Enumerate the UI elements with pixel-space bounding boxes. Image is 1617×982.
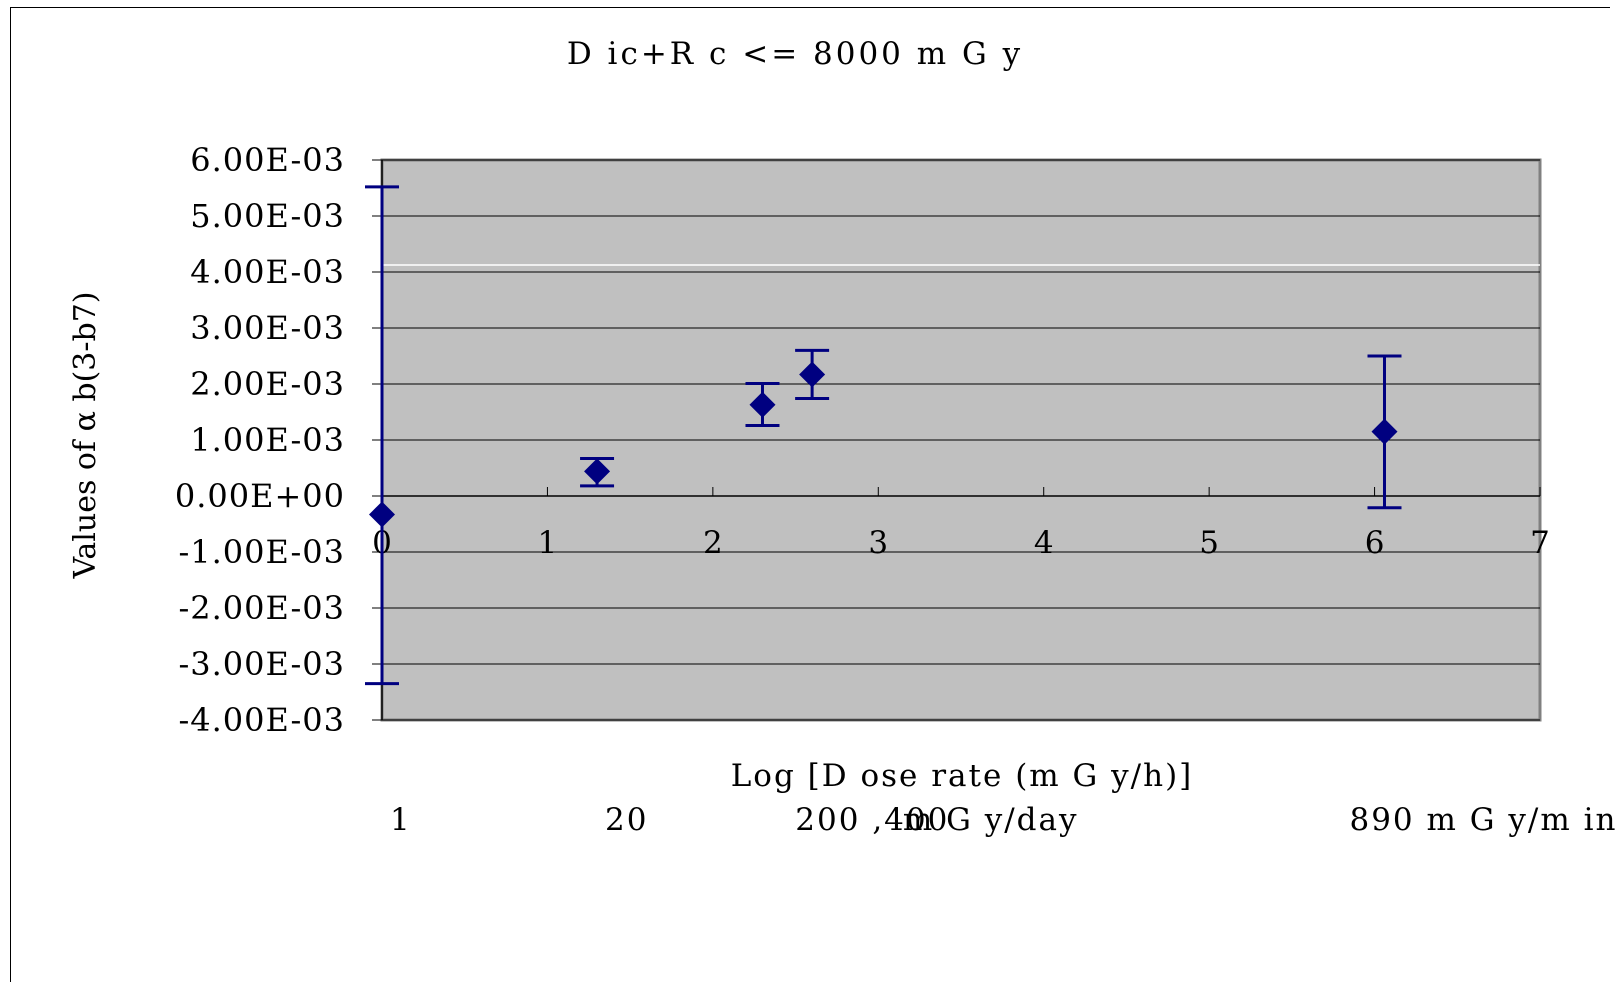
chart-title: D ic+R c <= 8000 m G y — [567, 36, 1023, 72]
x-tick-labels: 01234567 — [372, 525, 1550, 561]
dose-rate-annotation: m G y/day — [903, 802, 1079, 838]
y-tick-label: 1.00E-03 — [190, 421, 345, 459]
data-points — [369, 361, 1398, 528]
data-point — [799, 361, 826, 388]
y-tick-label: -3.00E-03 — [178, 645, 345, 683]
y-tick-label: -4.00E-03 — [178, 701, 345, 739]
y-tick-label: 4.00E-03 — [190, 253, 345, 291]
y-tick-label: 6.00E-03 — [190, 141, 345, 179]
dose-rate-annotation: 20 — [605, 802, 648, 838]
x-tick-label: 2 — [703, 525, 723, 561]
x-tick-label: 5 — [1199, 525, 1219, 561]
x-tick-label: 7 — [1530, 525, 1550, 561]
x-tick-label: 1 — [538, 525, 558, 561]
y-tick-label: 5.00E-03 — [190, 197, 345, 235]
y-tick-label: 3.00E-03 — [190, 309, 345, 347]
dose-rate-annotation: 890 m G y/m in — [1349, 802, 1617, 838]
y-tick-label: -1.00E-03 — [178, 533, 345, 571]
dose-rate-annotation: 200 ,400 — [795, 802, 949, 838]
x-axis-label: Log [D ose rate (m G y/h)] — [731, 758, 1194, 794]
y-axis-label: Values of α b(3-b7) — [68, 291, 103, 579]
y-tick-label: 2.00E-03 — [190, 365, 345, 403]
y-tick-label: -2.00E-03 — [178, 589, 345, 627]
chart-frame — [10, 7, 1610, 982]
x-tick-label: 3 — [868, 525, 888, 561]
x-tick-label: 6 — [1365, 525, 1385, 561]
dose-rate-annotation: 1 — [390, 802, 412, 838]
data-point — [584, 458, 611, 485]
data-point — [369, 501, 395, 528]
y-tick-label: 0.00E+00 — [175, 477, 345, 515]
data-point — [749, 391, 776, 418]
y-tick-labels: 6.00E-03 5.00E-03 4.00E-03 3.00E-03 2.00E-03… — [175, 141, 345, 739]
error-bar — [365, 185, 399, 686]
data-point — [1371, 418, 1398, 445]
x-tick-label: 4 — [1034, 525, 1054, 561]
